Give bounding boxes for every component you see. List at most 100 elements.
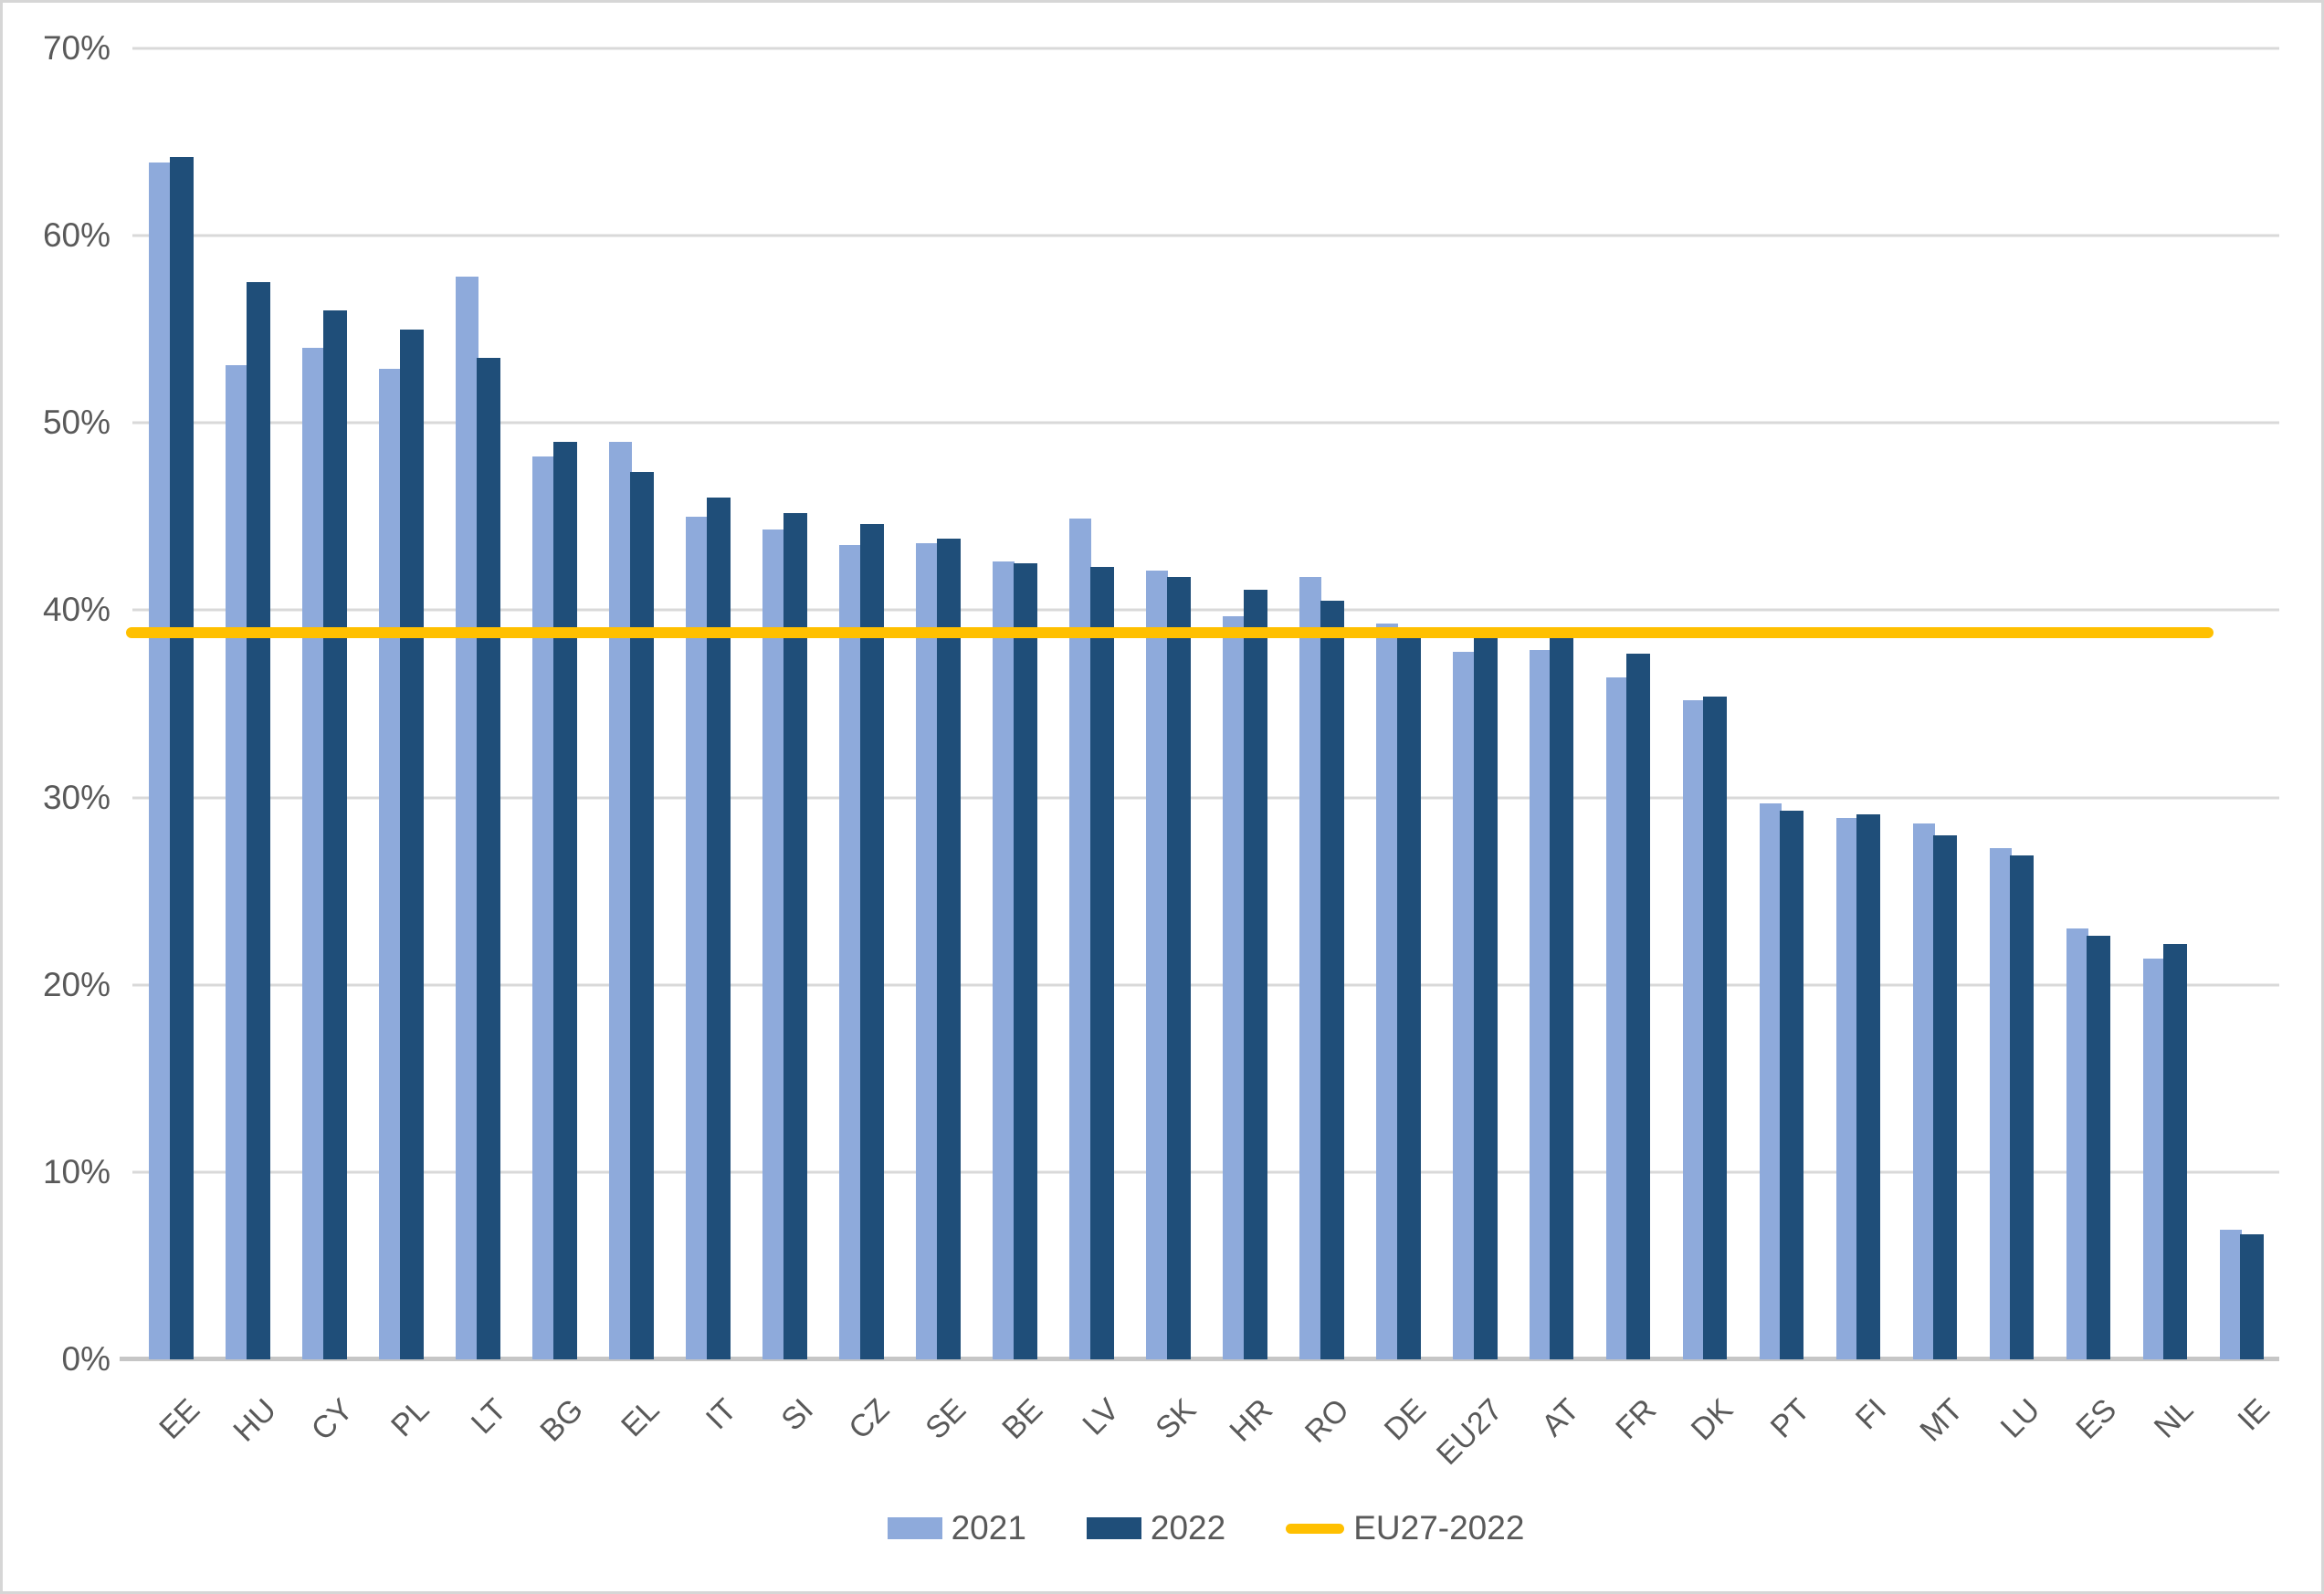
bar-EE-2021 bbox=[149, 163, 172, 1359]
plot-area bbox=[120, 47, 2279, 1361]
bar-CZ-2021 bbox=[839, 544, 862, 1359]
bar-group-CY bbox=[286, 48, 363, 1359]
x-label-PL: PL bbox=[384, 1392, 436, 1444]
bar-EE-2022 bbox=[170, 156, 195, 1359]
bar-FI-2022 bbox=[1856, 814, 1881, 1359]
bar-group-EU27 bbox=[1435, 48, 1512, 1359]
x-label-BE: BE bbox=[995, 1392, 1050, 1446]
x-label-HU: HU bbox=[226, 1392, 283, 1449]
x-label-EL: EL bbox=[615, 1392, 667, 1444]
x-label-NL: NL bbox=[2147, 1392, 2200, 1445]
bar-group-EE bbox=[132, 48, 209, 1359]
bar-PT-2022 bbox=[1780, 810, 1804, 1359]
x-axis-line bbox=[120, 1357, 2279, 1361]
bar-EU27-2022 bbox=[1473, 638, 1498, 1359]
gridline-40 bbox=[132, 608, 2279, 612]
bar-BE-2022 bbox=[1013, 563, 1037, 1359]
x-label-IT: IT bbox=[699, 1392, 743, 1437]
bar-AT-2022 bbox=[1550, 638, 1574, 1359]
bar-FI-2021 bbox=[1835, 818, 1859, 1359]
eu27-reference-line bbox=[126, 627, 2214, 639]
legend-label-2022: 2022 bbox=[1150, 1509, 1226, 1547]
bar-HU-2022 bbox=[247, 282, 271, 1359]
bar-HU-2021 bbox=[226, 364, 248, 1359]
x-label-EU27: EU27 bbox=[1430, 1392, 1510, 1473]
bar-group-ES bbox=[2049, 48, 2126, 1359]
gridline-50 bbox=[132, 421, 2279, 425]
bar-group-CZ bbox=[823, 48, 899, 1359]
bar-EU27-2021 bbox=[1452, 651, 1476, 1359]
x-label-PT: PT bbox=[1763, 1392, 1817, 1445]
bar-group-FI bbox=[1819, 48, 1896, 1359]
gridline-20 bbox=[132, 983, 2279, 987]
bar-group-FR bbox=[1589, 48, 1666, 1359]
bar-DK-2022 bbox=[1703, 696, 1728, 1359]
gridline-10 bbox=[132, 1170, 2279, 1174]
bar-group-HR bbox=[1206, 48, 1283, 1359]
bar-CZ-2022 bbox=[859, 524, 884, 1359]
x-label-LU: LU bbox=[1993, 1392, 2046, 1445]
x-label-RO: RO bbox=[1299, 1392, 1357, 1450]
bar-group-SI bbox=[746, 48, 823, 1359]
bar-FR-2022 bbox=[1626, 653, 1651, 1359]
bar-MT-2022 bbox=[1933, 834, 1958, 1359]
x-label-FR: FR bbox=[1609, 1392, 1664, 1446]
x-label-CY: CY bbox=[304, 1392, 360, 1448]
bar-CY-2021 bbox=[302, 348, 325, 1359]
y-tick-label-30: 30% bbox=[42, 778, 110, 816]
bar-group-SE bbox=[899, 48, 976, 1359]
x-label-CZ: CZ bbox=[842, 1392, 897, 1446]
gridline-60 bbox=[132, 234, 2279, 237]
legend: 2021 2022 EU27-2022 bbox=[132, 1509, 2279, 1547]
x-label-DE: DE bbox=[1378, 1392, 1434, 1448]
bar-IT-2022 bbox=[706, 498, 731, 1359]
bar-group-LV bbox=[1053, 48, 1130, 1359]
bar-LU-2022 bbox=[2010, 855, 2035, 1359]
bar-group-IT bbox=[669, 48, 746, 1359]
bar-MT-2021 bbox=[1912, 823, 1935, 1359]
legend-label-eu27-2022: EU27-2022 bbox=[1353, 1509, 1525, 1547]
bar-DK-2021 bbox=[1682, 699, 1706, 1359]
bar-FR-2021 bbox=[1605, 677, 1629, 1359]
x-label-BG: BG bbox=[533, 1392, 590, 1449]
bar-DE-2022 bbox=[1396, 638, 1421, 1359]
x-label-SE: SE bbox=[919, 1392, 973, 1446]
x-label-LV: LV bbox=[1076, 1392, 1127, 1442]
bar-group-EL bbox=[593, 48, 669, 1359]
bar-AT-2021 bbox=[1529, 649, 1552, 1359]
bar-BE-2021 bbox=[993, 561, 1015, 1359]
y-tick-label-70: 70% bbox=[42, 29, 110, 67]
bar-group-RO bbox=[1282, 48, 1359, 1359]
bar-LT-2022 bbox=[476, 357, 500, 1359]
bar-group-PT bbox=[1742, 48, 1819, 1359]
bar-ES-2022 bbox=[2087, 936, 2111, 1359]
bar-group-BG bbox=[516, 48, 593, 1359]
bar-RO-2021 bbox=[1299, 576, 1322, 1359]
x-axis-category-labels: EE HU CY PL LT BG EL IT SI CZ SE BE LV SK HR RO DE EU27 AT… bbox=[132, 1359, 2279, 1478]
bar-group-NL bbox=[2126, 48, 2203, 1359]
bar-group-IE bbox=[2203, 48, 2279, 1359]
bar-group-DK bbox=[1666, 48, 1742, 1359]
bar-SI-2022 bbox=[783, 512, 807, 1359]
legend-item-2021: 2021 bbox=[887, 1509, 1026, 1547]
x-label-LT: LT bbox=[464, 1392, 513, 1442]
bar-EL-2021 bbox=[609, 441, 632, 1359]
x-label-ES: ES bbox=[2069, 1392, 2123, 1446]
x-label-HR: HR bbox=[1223, 1392, 1280, 1449]
x-label-DK: DK bbox=[1684, 1392, 1740, 1448]
bar-LU-2021 bbox=[1989, 847, 2012, 1359]
bar-DE-2021 bbox=[1375, 623, 1399, 1359]
bar-group-BE bbox=[976, 48, 1053, 1359]
x-label-AT: AT bbox=[1535, 1392, 1587, 1443]
bar-NL-2022 bbox=[2163, 943, 2188, 1359]
bar-SE-2022 bbox=[936, 539, 961, 1359]
x-label-EE: EE bbox=[152, 1392, 206, 1446]
bar-HR-2022 bbox=[1243, 589, 1267, 1359]
bar-group-SK bbox=[1130, 48, 1206, 1359]
x-label-SI: SI bbox=[773, 1392, 820, 1438]
gridline-30 bbox=[132, 796, 2279, 800]
bar-PL-2022 bbox=[400, 329, 425, 1359]
bar-LV-2021 bbox=[1069, 518, 1092, 1359]
bar-SK-2022 bbox=[1166, 576, 1191, 1359]
